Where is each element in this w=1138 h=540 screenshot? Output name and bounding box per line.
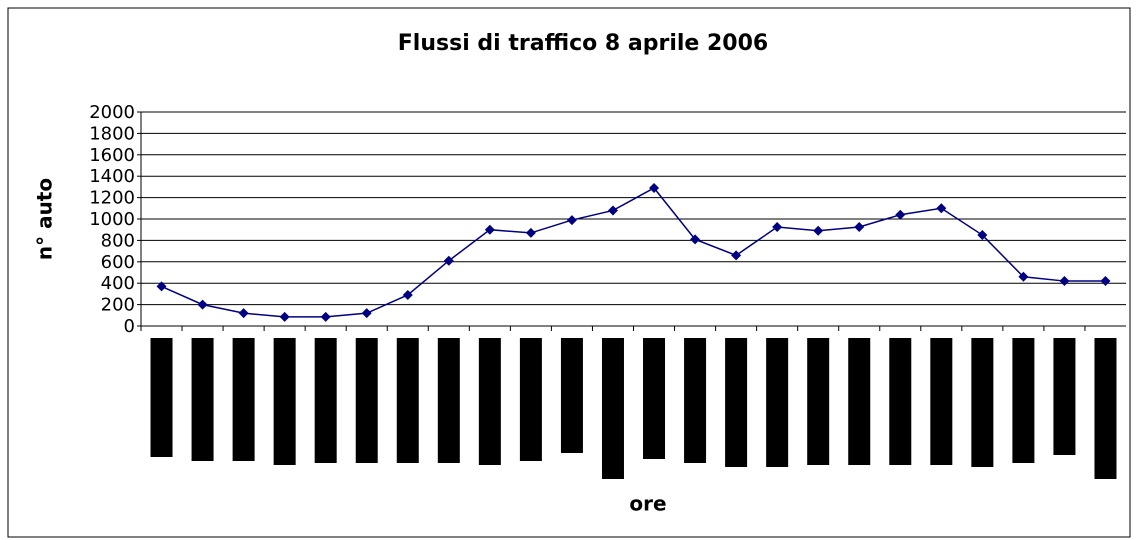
marker — [690, 234, 701, 245]
x-tick-label-block — [1094, 338, 1117, 479]
marker — [320, 311, 331, 322]
y-tick-label: 1200 — [89, 188, 135, 209]
x-tick-label-block — [478, 338, 501, 465]
y-axis-label: n° auto — [33, 178, 57, 260]
x-tick-label-block — [437, 338, 460, 463]
x-tick-label-block — [766, 338, 789, 467]
x-tick-label-block — [807, 338, 830, 465]
marker — [279, 311, 290, 322]
marker — [731, 250, 742, 261]
chart-border — [7, 7, 1131, 538]
x-tick-label-block — [396, 338, 419, 463]
x-tick-label-block — [519, 338, 542, 461]
x-tick-label-block — [601, 338, 624, 479]
marker — [895, 209, 906, 220]
x-tick-label-block — [191, 338, 214, 461]
y-tick-label: 2000 — [89, 102, 135, 123]
x-axis-label: ore — [629, 492, 666, 516]
y-tick-label: 400 — [101, 273, 135, 294]
y-tick-label: 1400 — [89, 166, 135, 187]
x-tick-label-block — [314, 338, 337, 463]
marker — [936, 203, 947, 214]
marker — [566, 215, 577, 226]
x-tick-label-block — [1053, 338, 1076, 455]
marker — [238, 308, 249, 319]
marker — [772, 222, 783, 233]
marker — [443, 255, 454, 266]
y-tick-label: 1600 — [89, 145, 135, 166]
x-tick-label-block — [725, 338, 748, 467]
y-tick-label: 1800 — [89, 123, 135, 144]
marker — [1018, 271, 1029, 282]
x-tick-label-block — [971, 338, 994, 467]
marker — [402, 289, 413, 300]
marker — [197, 299, 208, 310]
line — [161, 187, 1106, 318]
x-tick-label-block — [684, 338, 707, 463]
marker — [1100, 276, 1111, 287]
x-tick-label-block — [232, 338, 255, 461]
marker — [525, 227, 536, 238]
x-tick-label-block — [930, 338, 953, 465]
marker — [156, 281, 167, 292]
marker — [977, 230, 988, 241]
x-tick-label-block — [273, 338, 296, 465]
x-tick-label-block — [643, 338, 666, 459]
y-tick-label: 800 — [101, 230, 135, 251]
y-tick-label: 1000 — [89, 209, 135, 230]
x-tick-label-block — [355, 338, 378, 463]
chart-title: Flussi di traffico 8 aprile 2006 — [398, 31, 768, 56]
x-tick-label-block — [848, 338, 871, 465]
marker — [607, 205, 618, 216]
x-tick-label-block — [150, 338, 173, 457]
y-tick-label: 0 — [124, 316, 135, 337]
marker — [649, 182, 660, 193]
x-tick-label-block — [560, 338, 583, 453]
x-tick-label-block — [1012, 338, 1035, 463]
marker — [813, 225, 824, 236]
marker — [484, 224, 495, 235]
x-tick-label-block — [889, 338, 912, 465]
y-tick-label: 600 — [101, 252, 135, 273]
marker — [1059, 276, 1070, 287]
marker — [361, 308, 372, 319]
y-tick-label: 200 — [101, 295, 135, 316]
marker — [854, 222, 865, 233]
